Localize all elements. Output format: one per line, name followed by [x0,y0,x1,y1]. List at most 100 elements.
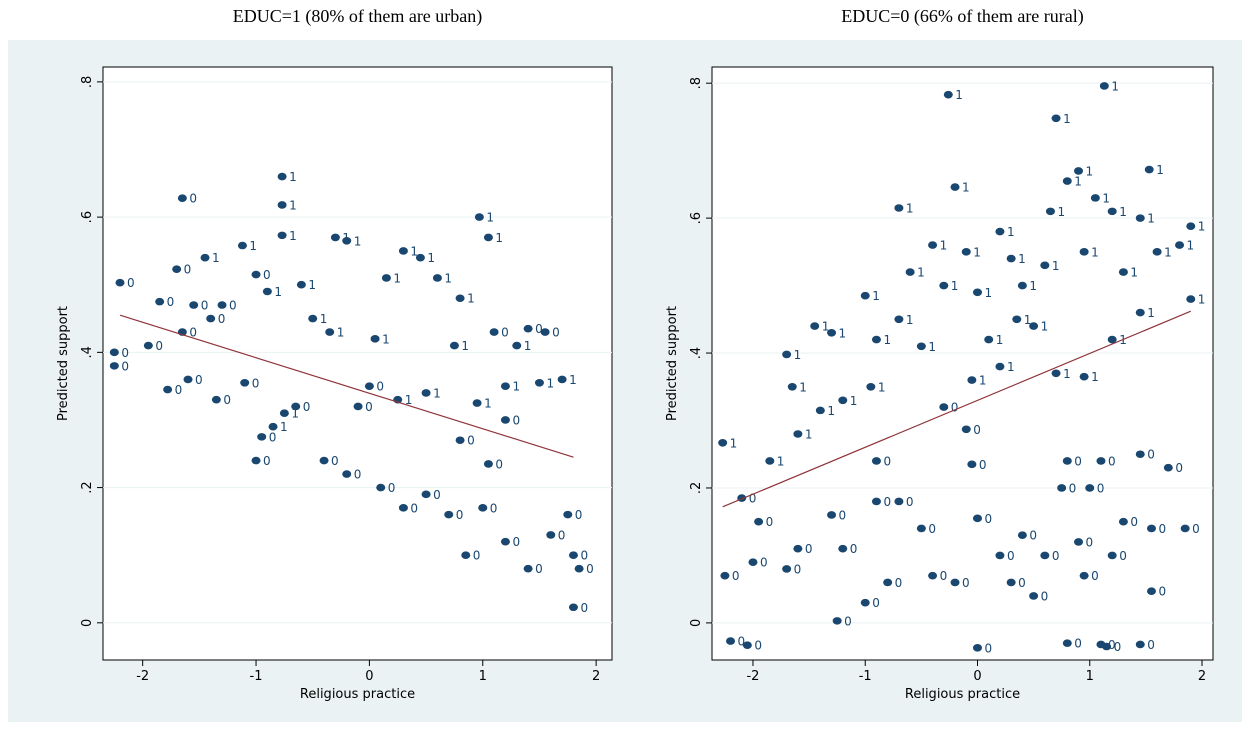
point [1099,82,1109,90]
point [939,281,949,290]
x-tick-label: -1 [859,669,872,684]
point-label: 0 [121,359,129,373]
point [574,564,584,573]
point [1163,463,1173,472]
point-label: 0 [201,299,209,313]
point [1074,167,1084,175]
point [894,204,904,212]
point [950,183,960,191]
point-label: 1 [486,211,494,225]
point [557,375,567,384]
point-label: 1 [928,340,936,354]
y-tick-label: .2 [80,481,95,493]
point [1079,248,1089,256]
point-label: 1 [827,404,835,418]
point [534,378,544,387]
point-label: 1 [1074,175,1082,189]
point-label: 0 [732,569,740,583]
point [838,544,848,553]
y-tick-label: 0 [80,619,95,627]
point-label: 0 [501,326,509,340]
point [109,348,119,357]
point [718,438,728,447]
point [1029,592,1039,600]
point-label: 1 [212,251,220,265]
point-label: 1 [822,320,830,334]
point-label: 1 [906,201,914,215]
point-label: 1 [291,407,299,421]
chart-title: EDUC=1 (80% of them are urban) [233,6,483,27]
point [765,457,775,465]
x-tick-label: 1 [479,669,487,684]
point [1118,268,1128,276]
point [995,551,1005,560]
plot-area [711,66,1214,661]
point [995,362,1005,371]
point [237,241,247,250]
point [871,497,881,506]
point-label: 1 [512,380,520,394]
point-label: 0 [252,376,260,390]
x-tick-label: -1 [250,669,263,684]
point [939,403,949,411]
point [1006,254,1016,263]
point [217,301,227,309]
point-label: 0 [766,515,774,529]
point [905,268,915,276]
point-label: 0 [376,380,384,394]
point [754,517,764,526]
point [782,565,792,573]
point [1135,308,1145,317]
point [1152,248,1162,256]
point-label: 0 [928,522,936,536]
point [455,294,465,303]
point [928,571,938,580]
point-label: 1 [1198,220,1206,234]
point [1107,207,1117,216]
point-label: 1 [337,326,345,340]
point [211,395,221,404]
point-label: 1 [1111,79,1119,93]
point [894,315,904,324]
point [871,457,881,465]
point-label: 1 [1029,279,1037,293]
point [832,617,842,625]
point-label: 1 [1156,163,1164,177]
point-label: 1 [484,397,492,411]
y-tick-label: .6 [80,211,95,223]
point-label: 1 [1063,112,1071,126]
point-label: 0 [467,434,475,448]
point [1118,517,1128,526]
point-label: 1 [917,266,925,280]
point-label: 0 [155,339,163,353]
point-label: 1 [546,376,554,390]
point [568,551,578,559]
point [277,201,287,209]
point-label: 0 [490,501,498,515]
point [1012,315,1022,324]
point-label: 0 [167,295,175,309]
point-label: 1 [805,427,813,441]
point [928,241,938,249]
point [943,90,953,99]
point-label: 0 [195,373,203,387]
point-label: 0 [984,641,992,655]
point [883,578,893,587]
y-tick-label: .8 [689,77,704,89]
point-label: 1 [249,239,257,253]
point-label: 1 [730,436,738,450]
point-label: 0 [354,468,362,482]
point-label: 0 [189,326,197,340]
x-axis-label: Religious practice [300,687,415,702]
plot-area [102,66,613,661]
point-label: 0 [495,457,503,471]
point-label: 1 [799,380,807,394]
point [277,231,287,240]
point-label: 0 [575,508,583,522]
point [961,425,971,434]
y-tick-label: .4 [80,346,95,358]
point [860,291,870,300]
point-label: 1 [883,333,891,347]
point [268,422,278,431]
point [500,416,510,424]
